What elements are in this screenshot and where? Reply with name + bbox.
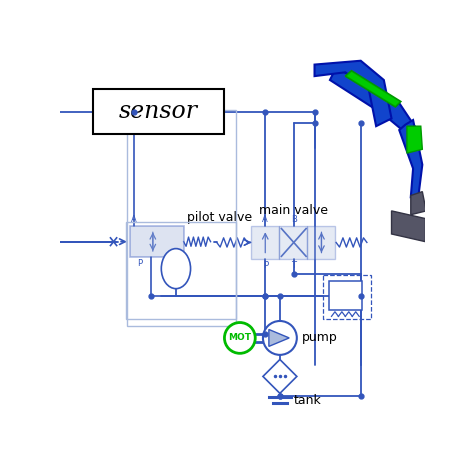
Bar <box>251 226 279 259</box>
Bar <box>279 226 307 259</box>
Bar <box>130 226 183 257</box>
Ellipse shape <box>161 248 191 289</box>
Text: sensor: sensor <box>118 100 198 123</box>
Text: A: A <box>263 215 268 224</box>
Polygon shape <box>315 61 392 126</box>
Polygon shape <box>411 191 426 215</box>
Text: tank: tank <box>294 394 321 407</box>
Text: pilot valve: pilot valve <box>187 211 252 224</box>
Bar <box>93 89 224 134</box>
Polygon shape <box>263 359 297 393</box>
Text: MOT: MOT <box>228 333 251 342</box>
Bar <box>126 222 236 319</box>
Text: P: P <box>137 259 143 268</box>
Bar <box>127 110 236 327</box>
Text: B: B <box>291 215 297 224</box>
Polygon shape <box>399 120 422 197</box>
Circle shape <box>225 322 255 353</box>
Text: A: A <box>131 215 137 224</box>
Polygon shape <box>392 211 425 242</box>
Polygon shape <box>330 68 415 134</box>
Polygon shape <box>346 71 401 107</box>
Bar <box>329 281 362 310</box>
Text: T: T <box>291 261 296 270</box>
Bar <box>307 226 335 259</box>
Text: P: P <box>263 261 268 270</box>
Circle shape <box>263 321 297 355</box>
Polygon shape <box>269 329 289 346</box>
Bar <box>323 275 371 319</box>
Text: main valve: main valve <box>259 204 328 217</box>
Polygon shape <box>407 126 422 153</box>
Text: pump: pump <box>301 331 337 345</box>
